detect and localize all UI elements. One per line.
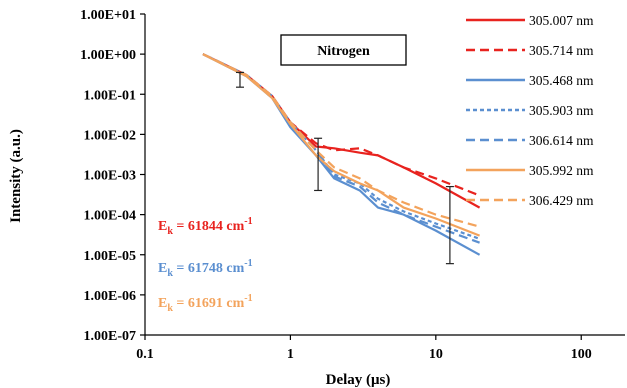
chart-title: Nitrogen: [317, 44, 370, 59]
annotation-symbol: E: [158, 219, 167, 234]
error-bars: [235, 71, 454, 265]
y-tick-label: 1.00E-07: [84, 329, 137, 344]
x-tick-label: 0.1: [136, 347, 154, 362]
y-tick-label: 1.00E-02: [84, 128, 137, 143]
series-line-3: [202, 53, 480, 240]
series-line-5: [202, 53, 481, 237]
legend: 305.007 nm 305.714 nm 305.468 nm 305.903 nm…: [466, 13, 594, 208]
annotation-symbol: E: [158, 261, 167, 276]
y-axis-label: Intensity (a.u.): [8, 129, 24, 223]
annotation-subscript: k: [167, 303, 173, 314]
y-tick-label: 1.00E-03: [84, 169, 137, 184]
y-ticks: 1.00E+01 1.00E+00 1.00E-01 1.00E-02 1.00E-03…: [80, 8, 145, 344]
annotation-superscript: -1: [244, 216, 252, 227]
annotations: Ek = 61844 cm-1Ek = 61748 cm-1Ek = 61691…: [158, 216, 253, 314]
y-tick-label: 1.00E-05: [84, 249, 137, 264]
x-tick-label: 1: [287, 347, 294, 362]
title-box-border: [280, 34, 407, 66]
legend-label: 305.714 nm: [529, 43, 594, 58]
x-tick-label: 100: [571, 347, 592, 362]
annotation-superscript: -1: [244, 258, 252, 269]
legend-label: 306.614 nm: [529, 133, 594, 148]
legend-label: 305.468 nm: [529, 73, 594, 88]
y-tick-label: 1.00E-01: [84, 88, 137, 103]
y-tick-label: 1.00E-04: [84, 209, 137, 224]
annotation-subscript: k: [167, 226, 173, 237]
legend-label: 305.992 nm: [529, 163, 594, 178]
series-line-6: [202, 53, 480, 228]
y-tick-label: 1.00E-06: [84, 289, 137, 304]
annotation-subscript: k: [167, 268, 173, 279]
annotation-symbol: E: [158, 296, 167, 311]
y-tick-label: 1.00E+00: [80, 48, 136, 63]
y-tick-label: 1.00E+01: [80, 8, 136, 23]
series-line-0: [202, 53, 481, 209]
annotation-superscript: -1: [244, 293, 252, 304]
plot-area: [202, 53, 481, 256]
annotation-value: = 61691 cm: [173, 296, 245, 311]
legend-label: 305.007 nm: [529, 13, 594, 28]
x-axis-label: Delay (μs): [326, 372, 391, 388]
annotation-value: = 61748 cm: [173, 261, 245, 276]
energy-annotation: Ek = 61748 cm-1: [158, 258, 253, 279]
energy-annotation: Ek = 61844 cm-1: [158, 216, 253, 237]
annotation-value: = 61844 cm: [173, 219, 245, 234]
title-box: Nitrogen: [280, 34, 407, 66]
legend-label: 305.903 nm: [529, 103, 594, 118]
legend-label: 306.429 nm: [529, 193, 594, 208]
x-ticks: 0.1 1 10 100: [136, 335, 592, 362]
x-tick-label: 10: [429, 347, 443, 362]
energy-annotation: Ek = 61691 cm-1: [158, 293, 253, 314]
